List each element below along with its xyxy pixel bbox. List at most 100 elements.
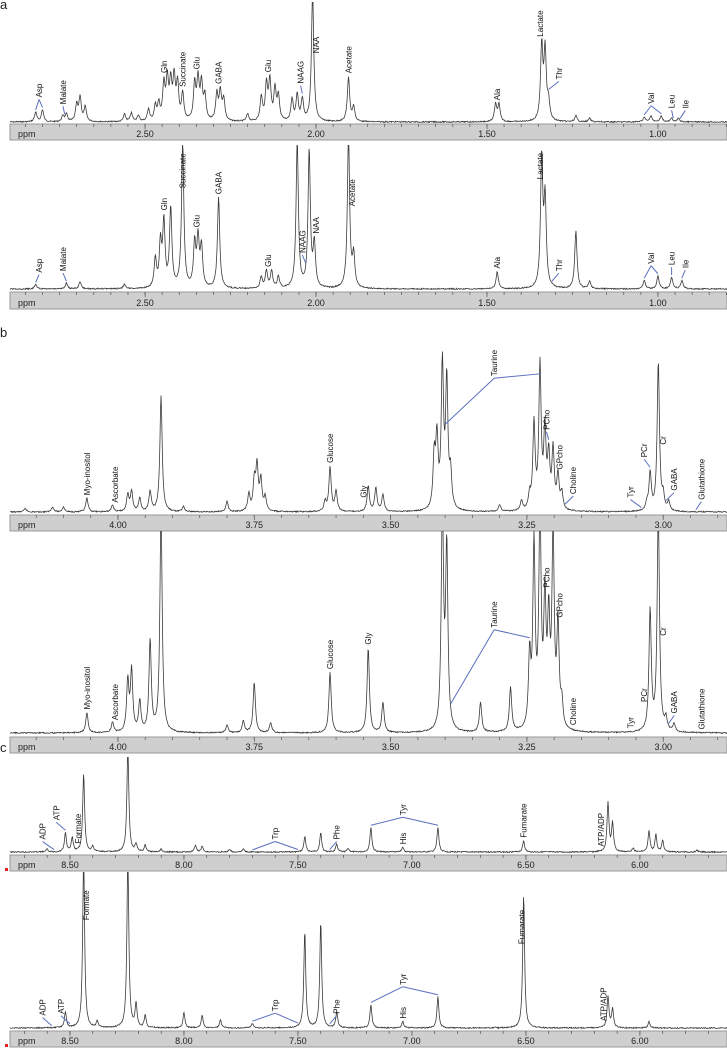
tick-label: 3.00	[654, 520, 672, 530]
peak-label: PCr	[640, 443, 649, 457]
spectrum-trace	[10, 872, 727, 1030]
tick-label: 6.00	[631, 1036, 649, 1046]
peak-leader-line	[35, 274, 40, 283]
peak-label: Tyr	[627, 717, 636, 728]
tick-label: 3.00	[654, 742, 672, 752]
tick-label: 1.00	[649, 298, 667, 308]
tick-label: 2.00	[307, 298, 325, 308]
peak-label: GABA	[215, 61, 224, 84]
peak-leader-line	[329, 841, 338, 850]
peak-label: Tyr	[399, 973, 408, 984]
tick-label: 4.00	[109, 520, 127, 530]
peak-label: Taurine	[490, 349, 499, 376]
peak-label: Ascorbate	[111, 684, 120, 721]
tick-label: 7.50	[289, 860, 307, 870]
peak-leader-line	[329, 1015, 338, 1025]
peak-label: Glucose	[326, 433, 335, 463]
peak-leader-line	[274, 841, 299, 850]
tick-label: 8.50	[61, 1036, 79, 1046]
ppm-axis	[9, 736, 727, 754]
peak-label: Formate	[82, 890, 91, 920]
peak-leader-line	[630, 499, 642, 508]
peak-label: NAA	[312, 216, 321, 233]
peak-leader-line	[695, 501, 702, 510]
tick-label: 3.50	[382, 742, 400, 752]
axis-label-ppm: ppm	[18, 129, 36, 139]
peak-label: Trp	[271, 999, 280, 1011]
peak-label: Glu	[192, 215, 201, 227]
peak-label: Ile	[681, 259, 690, 268]
axis-label-ppm: ppm	[18, 520, 36, 530]
peak-leader-line	[494, 629, 530, 639]
peak-leader-line	[494, 373, 541, 379]
tick-label: 3.25	[518, 742, 536, 752]
panel-letter: a	[0, 0, 8, 12]
peak-label: ATP/ADP	[599, 987, 608, 1021]
peak-label: His	[399, 833, 408, 845]
peak-label: Myo-inositol	[83, 667, 92, 710]
tick-label: 7.50	[289, 1036, 307, 1046]
peak-label: Fumarate	[520, 803, 529, 838]
peak-label: Tyr	[627, 486, 636, 497]
peak-label: Cr	[659, 436, 668, 445]
peak-leader-line	[546, 431, 550, 440]
tick-label: 3.50	[382, 520, 400, 530]
axis-label-ppm: ppm	[18, 1036, 36, 1046]
peak-label: Trp	[271, 827, 280, 839]
peak-label: Val	[647, 93, 656, 104]
peak-label: Succinate	[179, 51, 188, 87]
peak-label: PCr	[640, 688, 649, 702]
peak-leader-line	[252, 841, 276, 851]
ppm-axis	[9, 514, 727, 532]
peak-label: PCho	[543, 567, 552, 588]
tick-label: 6.50	[517, 1036, 535, 1046]
spectrum-trace	[10, 145, 727, 291]
peak-label: ATP/ADP	[597, 813, 606, 847]
tick-label: 7.00	[403, 860, 421, 870]
peak-label: Fumarate	[517, 909, 526, 944]
peak-label: NAA	[312, 36, 321, 53]
peak-label: Gly	[359, 486, 368, 498]
peak-leader-line	[402, 816, 439, 826]
tick-label: 1.50	[478, 129, 496, 139]
peak-label: GABA	[670, 468, 679, 491]
peak-label: Taurine	[490, 601, 499, 628]
peak-leader-line	[300, 85, 303, 94]
peak-label: Glutathione	[697, 688, 706, 729]
peak-label: Formate	[74, 813, 83, 843]
peak-leader-line	[450, 629, 495, 705]
ppm-axis	[9, 1030, 727, 1048]
peak-leader-line	[650, 265, 659, 275]
peak-leader-line	[60, 1015, 71, 1025]
tick-label: 6.00	[631, 860, 649, 870]
peak-label: Gln	[160, 198, 169, 210]
peak-label: Glutathione	[697, 458, 706, 499]
peak-leader-line	[274, 1012, 299, 1024]
axis-label-ppm: ppm	[18, 298, 36, 308]
peak-leader-line	[402, 986, 439, 996]
peak-label: Glu	[264, 60, 273, 72]
peak-leader-line	[42, 841, 55, 850]
peak-label: Glu	[264, 254, 273, 266]
peak-leader-line	[62, 106, 66, 115]
tick-label: 7.00	[403, 1036, 421, 1046]
peak-label: Leu	[668, 252, 677, 265]
tick-label: 6.50	[517, 860, 535, 870]
peak-leader-line	[643, 265, 652, 279]
peak-label: Thr	[555, 67, 564, 79]
tick-label: 3.75	[246, 520, 264, 530]
peak-label: Gln	[160, 61, 169, 73]
tick-label: 2.50	[136, 129, 154, 139]
peak-leader-line	[62, 272, 67, 282]
spectrum-a-top: ppm 2.50 2.00 1.50 1.00 Asp Malate Gln Succinate…	[9, 2, 727, 141]
peak-label: GABA	[215, 171, 224, 194]
peak-label: Glucose	[326, 639, 335, 669]
marker-dot	[5, 1044, 8, 1047]
peak-leader-line	[643, 105, 652, 116]
peak-leader-line	[551, 272, 560, 282]
peak-label: Val	[647, 253, 656, 264]
spectrum-trace	[10, 351, 727, 514]
peak-label: Glu	[192, 57, 201, 69]
peak-leader-line	[679, 110, 686, 119]
